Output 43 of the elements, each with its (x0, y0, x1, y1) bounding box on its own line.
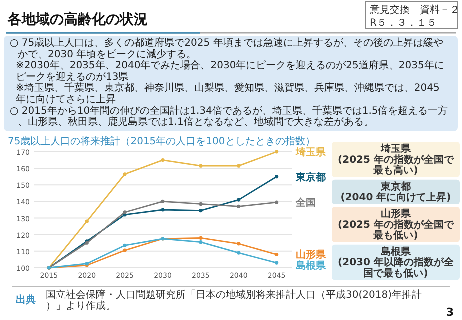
point (161, 158, 165, 162)
series-label: 島根県 (296, 260, 327, 272)
chart-subtitle: 75歳以上人口の将来推計（2015年の人口を100としたときの指数） (8, 135, 316, 148)
text: ○ 2015年から10年間の伸びの全国計は1.34倍であるが、埼玉県、千葉県では1.5倍を超える一方、山形県、秋田県、鹿児島県では1.1倍となるなど、地域間で大きな差がある。 (10, 104, 448, 128)
series-label: 山形県 (296, 249, 327, 262)
text: 3 (446, 306, 454, 319)
point (275, 200, 279, 204)
point (123, 172, 127, 176)
series-label: 東京都 (295, 171, 326, 184)
text: R５．３．１５ (370, 18, 437, 29)
point (237, 242, 241, 246)
point (237, 164, 241, 168)
point (199, 202, 203, 206)
point (237, 198, 241, 202)
text: ○ 75歳以上人口は、多くの都道府県で2025 年頃までは急速に上昇するが、その後の上昇は緩やかで、2030 年頃をピークに減少する。 (10, 37, 444, 60)
point (275, 175, 279, 179)
point (237, 251, 241, 255)
text: 出典 (16, 294, 36, 306)
point (199, 164, 203, 168)
series-label: 埼玉県 (295, 146, 327, 158)
text: 埼玉県 (2025 年の指数が全国で最も高い) (338, 143, 455, 177)
text: 東京都 (2040 年に向けて上昇) (340, 180, 452, 204)
text: 意見交換 資料－２ (369, 4, 460, 16)
point (199, 240, 203, 244)
text: 国立社会保障・人口問題研究所「日本の地域別将来推計人口（平成30(2018)年推計）」より作成。 (46, 289, 422, 312)
point (161, 200, 165, 204)
chart-title: 各地域の高齢化の状況 (7, 11, 148, 28)
point (123, 248, 127, 252)
point (275, 252, 279, 257)
point (123, 244, 127, 248)
point (161, 208, 165, 212)
text: 山形県 (2025 年の指数が全国で最も低い) (338, 208, 455, 242)
series-label: 全国 (295, 197, 316, 210)
text: 島根県 (2030 年以降の指数が全国で最も低い) (338, 246, 455, 280)
point (199, 236, 203, 240)
point (85, 220, 89, 224)
point (275, 261, 279, 265)
text: ※2030年、2035年、2040年でみた場合、2030年にピークを迎えるのが25道府県、2035年にピークを迎えるのが13県 (16, 60, 444, 83)
point (199, 209, 203, 213)
text: ※埼玉県、千葉県、東京都、神奈川県、山梨県、愛知県、滋賀県、兵庫県、沖縄県では、2045年に向けてさらに上昇 (16, 82, 440, 106)
point (275, 150, 279, 154)
point (237, 204, 241, 208)
point (123, 210, 127, 214)
